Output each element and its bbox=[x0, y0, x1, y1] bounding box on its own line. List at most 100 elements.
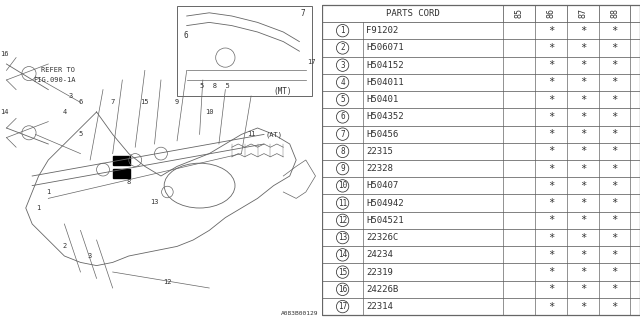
Text: *: * bbox=[611, 26, 618, 36]
Text: *: * bbox=[548, 164, 554, 174]
Text: FIG.090-1A: FIG.090-1A bbox=[33, 77, 76, 83]
Text: *: * bbox=[580, 181, 586, 191]
Text: *: * bbox=[580, 95, 586, 105]
Text: *: * bbox=[611, 198, 618, 208]
Text: 3: 3 bbox=[88, 253, 92, 259]
Text: A083B00129: A083B00129 bbox=[281, 311, 319, 316]
Text: *: * bbox=[548, 60, 554, 70]
Text: *: * bbox=[611, 267, 618, 277]
Text: *: * bbox=[611, 250, 618, 260]
Text: H504152: H504152 bbox=[367, 61, 404, 70]
Text: *: * bbox=[611, 43, 618, 53]
Text: *: * bbox=[548, 267, 554, 277]
Text: 6: 6 bbox=[340, 112, 345, 121]
Text: *: * bbox=[548, 215, 554, 225]
Text: 22319: 22319 bbox=[367, 268, 394, 276]
Text: 3: 3 bbox=[68, 93, 73, 99]
Text: H504942: H504942 bbox=[367, 199, 404, 208]
Text: 11: 11 bbox=[338, 199, 348, 208]
Text: *: * bbox=[548, 198, 554, 208]
Text: 22328: 22328 bbox=[367, 164, 394, 173]
Text: *: * bbox=[580, 26, 586, 36]
Text: 22315: 22315 bbox=[367, 147, 394, 156]
Text: 2: 2 bbox=[62, 244, 67, 249]
Text: 10: 10 bbox=[205, 109, 214, 115]
Text: 15: 15 bbox=[338, 268, 348, 276]
Text: 5  8  5: 5 8 5 bbox=[200, 83, 229, 89]
Text: *: * bbox=[611, 181, 618, 191]
Bar bbox=[322, 160, 640, 177]
Text: *: * bbox=[580, 164, 586, 174]
Bar bbox=[322, 246, 640, 263]
Text: *: * bbox=[611, 284, 618, 294]
Text: 9: 9 bbox=[175, 100, 179, 105]
Text: *: * bbox=[548, 250, 554, 260]
Text: *: * bbox=[548, 26, 554, 36]
Text: 13: 13 bbox=[150, 199, 159, 204]
Text: *: * bbox=[611, 112, 618, 122]
Text: *: * bbox=[611, 77, 618, 87]
Text: *: * bbox=[580, 112, 586, 122]
Text: 14: 14 bbox=[1, 109, 9, 115]
Text: 85: 85 bbox=[515, 8, 524, 19]
Text: *: * bbox=[548, 233, 554, 243]
Text: 9: 9 bbox=[340, 164, 345, 173]
Text: 22314: 22314 bbox=[367, 302, 394, 311]
Text: *: * bbox=[580, 215, 586, 225]
Text: 3: 3 bbox=[340, 61, 345, 70]
Text: 10: 10 bbox=[338, 181, 348, 190]
Bar bbox=[322, 22, 640, 39]
Text: *: * bbox=[548, 129, 554, 139]
Bar bbox=[322, 57, 640, 74]
Text: 17: 17 bbox=[307, 59, 316, 65]
Text: 2: 2 bbox=[340, 44, 345, 52]
Text: *: * bbox=[580, 77, 586, 87]
Bar bbox=[322, 281, 640, 298]
Bar bbox=[113, 156, 131, 165]
Text: *: * bbox=[611, 129, 618, 139]
Bar bbox=[322, 108, 640, 125]
Bar bbox=[322, 125, 640, 143]
Text: H504352: H504352 bbox=[367, 112, 404, 121]
Text: 7: 7 bbox=[111, 100, 115, 105]
Bar bbox=[322, 263, 640, 281]
Text: 1: 1 bbox=[36, 205, 41, 211]
Text: *: * bbox=[580, 60, 586, 70]
Text: *: * bbox=[580, 267, 586, 277]
Text: *: * bbox=[611, 215, 618, 225]
Text: *: * bbox=[611, 146, 618, 156]
Text: *: * bbox=[548, 43, 554, 53]
Text: *: * bbox=[580, 198, 586, 208]
Text: *: * bbox=[580, 129, 586, 139]
Text: *: * bbox=[580, 250, 586, 260]
Text: PARTS CORD: PARTS CORD bbox=[386, 9, 440, 18]
Text: 11: 11 bbox=[247, 132, 255, 137]
Text: 7: 7 bbox=[340, 130, 345, 139]
Text: 87: 87 bbox=[579, 8, 588, 19]
Text: H50401: H50401 bbox=[367, 95, 399, 104]
Text: (AT): (AT) bbox=[265, 131, 282, 138]
Text: *: * bbox=[611, 95, 618, 105]
Text: *: * bbox=[580, 233, 586, 243]
Text: *: * bbox=[548, 181, 554, 191]
Text: 8: 8 bbox=[127, 180, 131, 185]
Text: *: * bbox=[548, 146, 554, 156]
Text: *: * bbox=[580, 146, 586, 156]
Text: 4: 4 bbox=[62, 109, 67, 115]
Text: H504521: H504521 bbox=[367, 216, 404, 225]
Text: *: * bbox=[548, 284, 554, 294]
Text: 14: 14 bbox=[338, 250, 348, 259]
Text: F91202: F91202 bbox=[367, 26, 399, 35]
Text: 24234: 24234 bbox=[367, 250, 394, 259]
Text: *: * bbox=[611, 233, 618, 243]
Bar bbox=[177, 6, 312, 96]
Text: 8: 8 bbox=[340, 147, 345, 156]
Text: 6: 6 bbox=[78, 100, 83, 105]
Text: H50456: H50456 bbox=[367, 130, 399, 139]
Text: H50407: H50407 bbox=[367, 181, 399, 190]
Bar bbox=[113, 169, 131, 178]
Text: 7: 7 bbox=[300, 9, 305, 18]
Text: *: * bbox=[548, 95, 554, 105]
Text: 5: 5 bbox=[340, 95, 345, 104]
Bar bbox=[322, 298, 640, 315]
